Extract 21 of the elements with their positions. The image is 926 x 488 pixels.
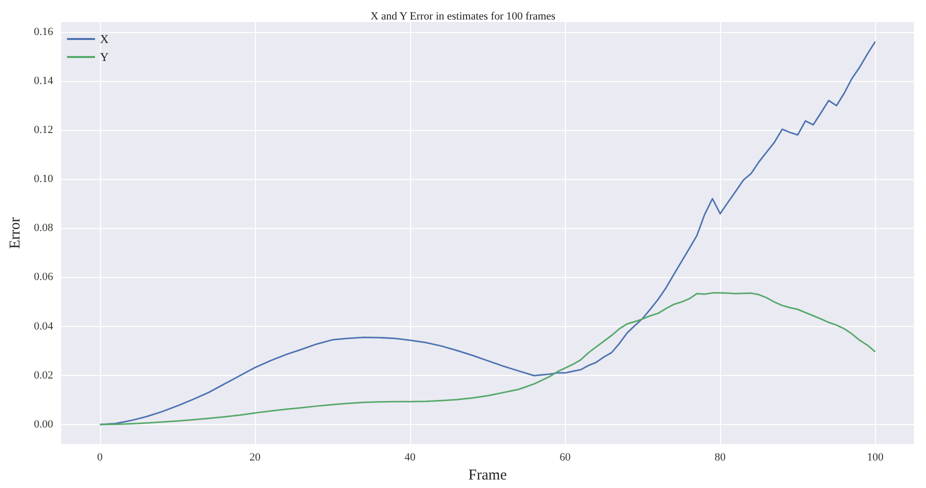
y-axis-title: Error — [8, 217, 24, 249]
y-tick-label: 0.02 — [34, 369, 54, 382]
y-tick-label: 0.14 — [34, 74, 54, 87]
x-axis-title: Frame — [468, 468, 508, 484]
y-tick-label: 0.06 — [34, 271, 54, 284]
legend-label: X — [100, 32, 109, 46]
x-tick-label: 60 — [560, 452, 572, 464]
x-tick-label: 100 — [866, 452, 884, 464]
legend-label: Y — [100, 50, 109, 64]
y-tick-label: 0.12 — [34, 124, 54, 136]
y-tick-label: 0.10 — [34, 173, 54, 186]
y-tick-label: 0.08 — [34, 222, 54, 234]
y-tick-label: 0.00 — [34, 418, 54, 430]
chart-title: X and Y Error in estimates for 100 frames — [370, 10, 556, 22]
y-tick-label: 0.16 — [34, 26, 54, 38]
y-tick-label: 0.04 — [34, 320, 54, 332]
x-tick-label: 20 — [249, 452, 261, 464]
line-series — [99, 292, 876, 426]
x-tick-label: 0 — [97, 452, 104, 464]
x-tick-label: 40 — [404, 452, 416, 464]
x-tick-label: 80 — [714, 452, 726, 464]
